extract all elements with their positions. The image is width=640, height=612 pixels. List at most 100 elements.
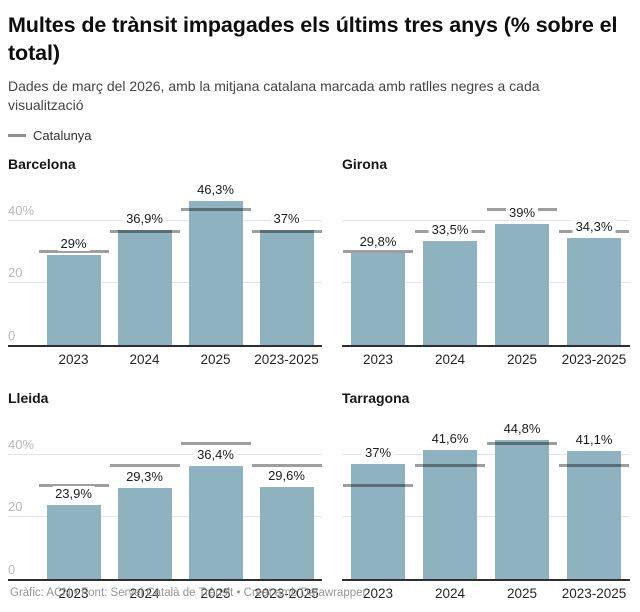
catalunya-marker-girona-2023 — [343, 250, 413, 254]
plot-barcelona: 0 20 40% 29% 36,9% 46,3% 37% — [8, 180, 322, 347]
bar-lleida-2023-2025 — [259, 487, 314, 580]
x-label-barcelona-2024: 2024 — [129, 351, 160, 367]
x-label-lleida-2023: 2023 — [58, 585, 89, 601]
y-tick-label-0: 0 — [8, 561, 16, 577]
x-label-girona-2025: 2025 — [506, 351, 538, 367]
y-tick-label-20: 20 — [8, 499, 23, 515]
x-label-lleida-2023-2025: 2023-2025 — [254, 585, 319, 601]
gridline-40 — [342, 219, 630, 221]
catalunya-marker-lleida-2023-2025 — [251, 463, 322, 467]
value-label-girona-2024: 33,5% — [428, 221, 472, 237]
x-label-lleida-2025: 2025 — [200, 585, 231, 601]
value-label-barcelona-2023: 29% — [57, 236, 90, 252]
value-label-barcelona-2023-2025: 37% — [270, 211, 303, 227]
y-tick-label-0: 0 — [8, 327, 16, 343]
x-axis-labels-lleida: 2023 2024 2025 2023-2025 — [8, 586, 322, 608]
x-label-lleida-2024: 2024 — [129, 585, 160, 601]
gridline-20 — [342, 516, 630, 518]
bar-barcelona-2023 — [46, 255, 101, 346]
plot-tarragona: 37% 41,6% 44,8% 41,1% — [342, 414, 630, 581]
catalunya-marker-barcelona-2025 — [180, 207, 251, 211]
bar-tarragona-2025 — [495, 439, 549, 580]
x-label-girona-2023-2025: 2023-2025 — [561, 351, 627, 367]
bar-barcelona-2023-2025 — [259, 230, 314, 346]
legend-label: Catalunya — [33, 127, 92, 143]
bar-lleida-2023 — [46, 504, 101, 580]
bar-girona-2024 — [423, 240, 477, 346]
value-label-barcelona-2025: 46,3% — [194, 181, 237, 197]
x-label-barcelona-2023-2025: 2023-2025 — [254, 351, 319, 367]
panel-tarragona: Tarragona 37% 41,6% 44,8% 41,1% 2023 2024 2025 2… — [342, 390, 630, 608]
bar-lleida-2025 — [188, 465, 243, 580]
x-axis-labels-girona: 2023 2024 2025 2023-2025 — [342, 352, 630, 374]
x-label-girona-2024: 2024 — [434, 351, 466, 367]
panel-girona: Girona 29,8% 33,5% 39% 34,3% 2023 2024 2025 2023… — [342, 156, 630, 374]
value-label-lleida-2023: 23,9% — [52, 485, 95, 501]
catalunya-marker-barcelona-2024 — [109, 229, 180, 233]
catalunya-marker-tarragona-2024 — [415, 463, 485, 467]
value-label-barcelona-2024: 36,9% — [123, 211, 166, 227]
plot-girona: 29,8% 33,5% 39% 34,3% — [342, 180, 630, 347]
x-label-tarragona-2024: 2024 — [434, 585, 466, 601]
catalunya-marker-tarragona-2025 — [487, 441, 557, 445]
value-label-lleida-2023-2025: 29,6% — [265, 468, 308, 484]
catalunya-marker-barcelona-2023-2025 — [251, 229, 322, 233]
legend: Catalunya — [8, 128, 630, 143]
gridline-40 — [342, 453, 630, 455]
value-label-girona-2023-2025: 34,3% — [572, 219, 616, 235]
value-label-tarragona-2023-2025: 41,1% — [572, 432, 616, 448]
catalunya-marker-lleida-2023 — [38, 484, 109, 488]
y-tick-label-40: 40% — [8, 436, 35, 452]
small-multiples-grid: Barcelona 0 20 40% 29% 36,9% 46,3% 37% 2023 2024 2… — [8, 156, 630, 608]
bar-barcelona-2024 — [117, 230, 172, 346]
y-tick-label-40: 40% — [8, 202, 35, 218]
panel-lleida: Lleida 0 20 40% 23,9% 29,3% 36,4% 29,6% 2023 2024… — [8, 390, 322, 608]
x-label-barcelona-2023: 2023 — [58, 351, 89, 367]
value-label-tarragona-2023: 37% — [361, 445, 395, 461]
chart-subtitle: Dades de març del 2026, amb la mitjana c… — [8, 77, 540, 113]
panel-title-barcelona: Barcelona — [8, 155, 76, 172]
bar-tarragona-2023 — [351, 464, 405, 580]
gridline-20 — [342, 282, 630, 284]
x-label-tarragona-2023-2025: 2023-2025 — [561, 585, 627, 601]
panel-title-lleida: Lleida — [8, 389, 49, 406]
bar-tarragona-2024 — [423, 449, 477, 580]
bar-girona-2023-2025 — [567, 238, 621, 346]
panel-title-girona: Girona — [342, 155, 388, 172]
value-label-tarragona-2025: 44,8% — [500, 420, 544, 436]
x-label-tarragona-2025: 2025 — [506, 585, 538, 601]
bar-girona-2025 — [495, 223, 549, 346]
bar-barcelona-2025 — [188, 200, 243, 346]
panel-title-tarragona: Tarragona — [342, 389, 410, 406]
x-axis-labels-barcelona: 2023 2024 2025 2023-2025 — [8, 352, 322, 374]
x-axis-line-girona — [342, 344, 630, 347]
chart-title: Multes de trànsit impagades els últims t… — [8, 13, 618, 65]
x-axis-line-lleida — [8, 578, 322, 581]
legend-line-icon — [8, 133, 26, 137]
value-label-girona-2023: 29,8% — [356, 233, 400, 249]
catalunya-marker-tarragona-2023-2025 — [559, 463, 629, 467]
catalunya-marker-lleida-2025 — [180, 441, 251, 445]
chart-footer: Gràfic: ACN • Font: Servei Català de Trà… — [10, 587, 367, 599]
x-label-barcelona-2025: 2025 — [200, 351, 231, 367]
panel-barcelona: Barcelona 0 20 40% 29% 36,9% 46,3% 37% 2023 2024 2… — [8, 156, 322, 374]
gridline-40 — [8, 453, 322, 455]
plot-lleida: 0 20 40% 23,9% 29,3% 36,4% 29,6% — [8, 414, 322, 581]
bar-tarragona-2023-2025 — [567, 451, 621, 580]
x-axis-labels-tarragona: 2023 2024 2025 2023-2025 — [342, 586, 630, 608]
catalunya-marker-barcelona-2023 — [38, 250, 109, 254]
catalunya-marker-lleida-2024 — [109, 463, 180, 467]
y-tick-label-20: 20 — [8, 265, 23, 281]
bar-girona-2023 — [351, 252, 405, 346]
x-label-girona-2023: 2023 — [362, 351, 394, 367]
catalunya-marker-tarragona-2023 — [343, 484, 413, 488]
x-label-tarragona-2023: 2023 — [362, 585, 394, 601]
x-axis-line-barcelona — [8, 344, 322, 347]
value-label-girona-2025: 39% — [505, 204, 539, 220]
x-axis-line-tarragona — [342, 578, 630, 581]
value-label-lleida-2025: 36,4% — [194, 446, 237, 462]
value-label-tarragona-2024: 41,6% — [428, 430, 472, 446]
value-label-lleida-2024: 29,3% — [123, 469, 166, 485]
bar-lleida-2024 — [117, 488, 172, 580]
